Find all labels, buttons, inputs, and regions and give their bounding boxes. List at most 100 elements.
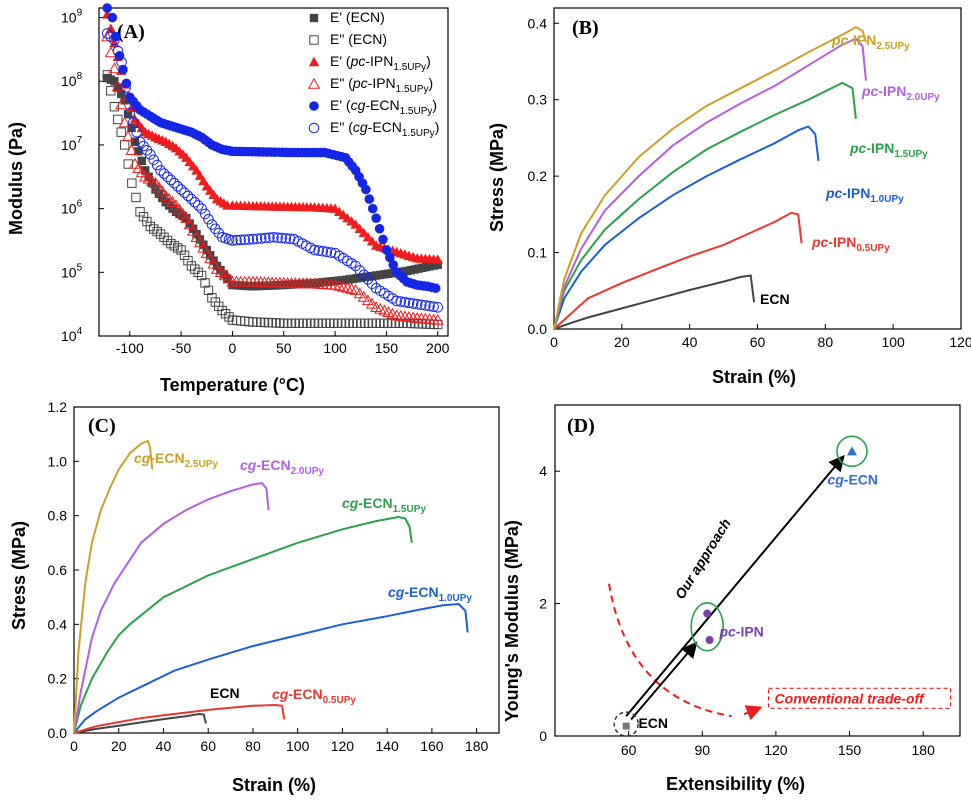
panel-a-point [407, 311, 420, 323]
panel-c-ytick-label: 0.0 [48, 725, 68, 741]
approach-arrow-long [625, 454, 845, 717]
ecn-label: ECN [638, 715, 668, 731]
panel-a-point [185, 219, 194, 228]
panel-a-legend-marker [307, 77, 321, 89]
panel-a-point [116, 127, 126, 137]
panel-a-point [131, 126, 142, 138]
panel-a-point [197, 241, 210, 253]
panel-b-xtick-label: 60 [750, 334, 766, 350]
panel-a-point [204, 252, 217, 264]
cg-ecn-label: cg-ECN [827, 471, 878, 487]
panel-a-point [138, 140, 149, 152]
panel-a-point [102, 70, 112, 80]
panel-a-point [154, 189, 164, 198]
panel-a-point [207, 257, 220, 269]
cg-ecn-group-circle [836, 435, 868, 468]
panel-a-point [122, 130, 135, 142]
panel-a-point [239, 234, 251, 246]
panel-c-xtick-label: 80 [245, 738, 261, 754]
panel-c-ytick-label: 0.4 [48, 616, 68, 632]
panel-c-ytick-label: 1.2 [48, 399, 68, 415]
panel-a-point [403, 297, 415, 309]
panel-a-point [280, 233, 292, 244]
panel-a-point [206, 219, 218, 230]
panel-a-point [140, 166, 150, 175]
panel-b-ytick-label: 0.3 [528, 92, 548, 108]
panel-a-point [199, 240, 208, 249]
panel-a-point [424, 300, 435, 312]
panel-a-point [364, 194, 375, 204]
panel-a-point [432, 302, 444, 313]
panel-a-point [158, 168, 170, 179]
panel-c-label-p05: cg-ECN0.5UPy [272, 686, 356, 706]
panel-a-point [398, 310, 411, 322]
panel-a-point [381, 245, 392, 255]
panel-a-ytick-label: 106 [61, 199, 83, 217]
panel-c-ytick-label: 1.0 [48, 453, 68, 469]
panel-d-ytick-label: 4 [539, 463, 547, 479]
panel-a-point [180, 211, 193, 223]
panel-a-point [276, 232, 288, 244]
panel-b: (B) 0 20 40 60 80 100 120 0.0 0.1 0.2 0.3 0.4 ECN pc-… [487, 7, 971, 387]
panel-a-point [365, 297, 379, 309]
panel-a-point [138, 211, 149, 222]
panel-a-point [196, 203, 207, 214]
panel-a-point [349, 283, 362, 295]
panel-a-point [182, 190, 194, 202]
panel-d-xtick-label: 120 [764, 742, 788, 758]
panel-a-point [108, 62, 121, 74]
panel-a-xtick-label: 150 [375, 340, 399, 356]
panel-d-xlabel: Extensibility (%) [666, 774, 805, 794]
pc-ipn-label: pc-IPN [718, 624, 763, 640]
panel-a-point [411, 298, 423, 310]
panel-a-point [165, 174, 177, 186]
panel-a-point [123, 109, 133, 119]
panel-c-label-p10: cg-ECN1.0UPy [388, 584, 472, 604]
panel-a-point [175, 184, 187, 195]
panel-a-point [357, 290, 370, 302]
panel-a-point [433, 260, 442, 269]
panel-d: (D) 60 90 120 150 180 0 2 4 ECN pc-IPN cg-ECN Our a… [502, 404, 961, 794]
panel-b-xtick-label: 0 [550, 334, 558, 350]
panel-a-legend: E' (ECN) E" (ECN) E' (pc-IPN1.5UPy)E" (pc-… [307, 9, 439, 139]
panel-a-point [264, 232, 275, 243]
panel-b-xlabel: Strain (%) [712, 367, 796, 387]
panel-a-point [416, 299, 427, 311]
panel-a-point [200, 246, 213, 258]
panel-a-point [353, 287, 366, 299]
panel-a-point [176, 245, 186, 255]
panel-a-xtick-label: 50 [276, 340, 292, 356]
panel-a-point [309, 244, 320, 256]
panel-a-point [179, 250, 190, 261]
panel-b-label-p15: pc-IPN1.5UPy [849, 140, 928, 160]
panel-a-legend-marker [308, 122, 320, 134]
tradeoff-curve [608, 583, 732, 718]
panel-a-point [120, 96, 129, 105]
panel-a-point [432, 254, 443, 264]
panel-c-label-p20: cg-ECN2.0UPy [240, 457, 324, 477]
panel-b-curve-ECN [553, 274, 756, 330]
panel-a-point [123, 159, 133, 169]
pc-ipn-group-ellipse [690, 601, 724, 652]
panel-a-point [120, 82, 131, 93]
panel-a-point [231, 234, 242, 246]
panel-a-ytick-label: 109 [61, 8, 83, 26]
panel-a-point [102, 3, 113, 13]
panel-b-xtick-label: 80 [818, 334, 834, 350]
panel-a-point [159, 232, 169, 242]
panel-b-ytick-label: 0.1 [528, 245, 548, 261]
panel-a-point [251, 233, 263, 245]
panel-b-frame [553, 7, 962, 330]
panel-a-point [137, 156, 146, 166]
panel-a-point [145, 174, 159, 186]
panel-a-point [112, 45, 124, 57]
panel-a-point [109, 34, 120, 46]
panel-a-legend-label: E' (ECN) [330, 9, 385, 25]
panel-a-point [186, 193, 197, 205]
panel-c-xtick-label: 100 [286, 738, 310, 754]
panel-c-ylabel: Stress (MPa) [9, 521, 29, 630]
approach-label: Our approach [672, 516, 734, 602]
panel-a-point [141, 144, 153, 156]
panel-a-point [268, 231, 279, 243]
panel-a-point [125, 144, 138, 155]
